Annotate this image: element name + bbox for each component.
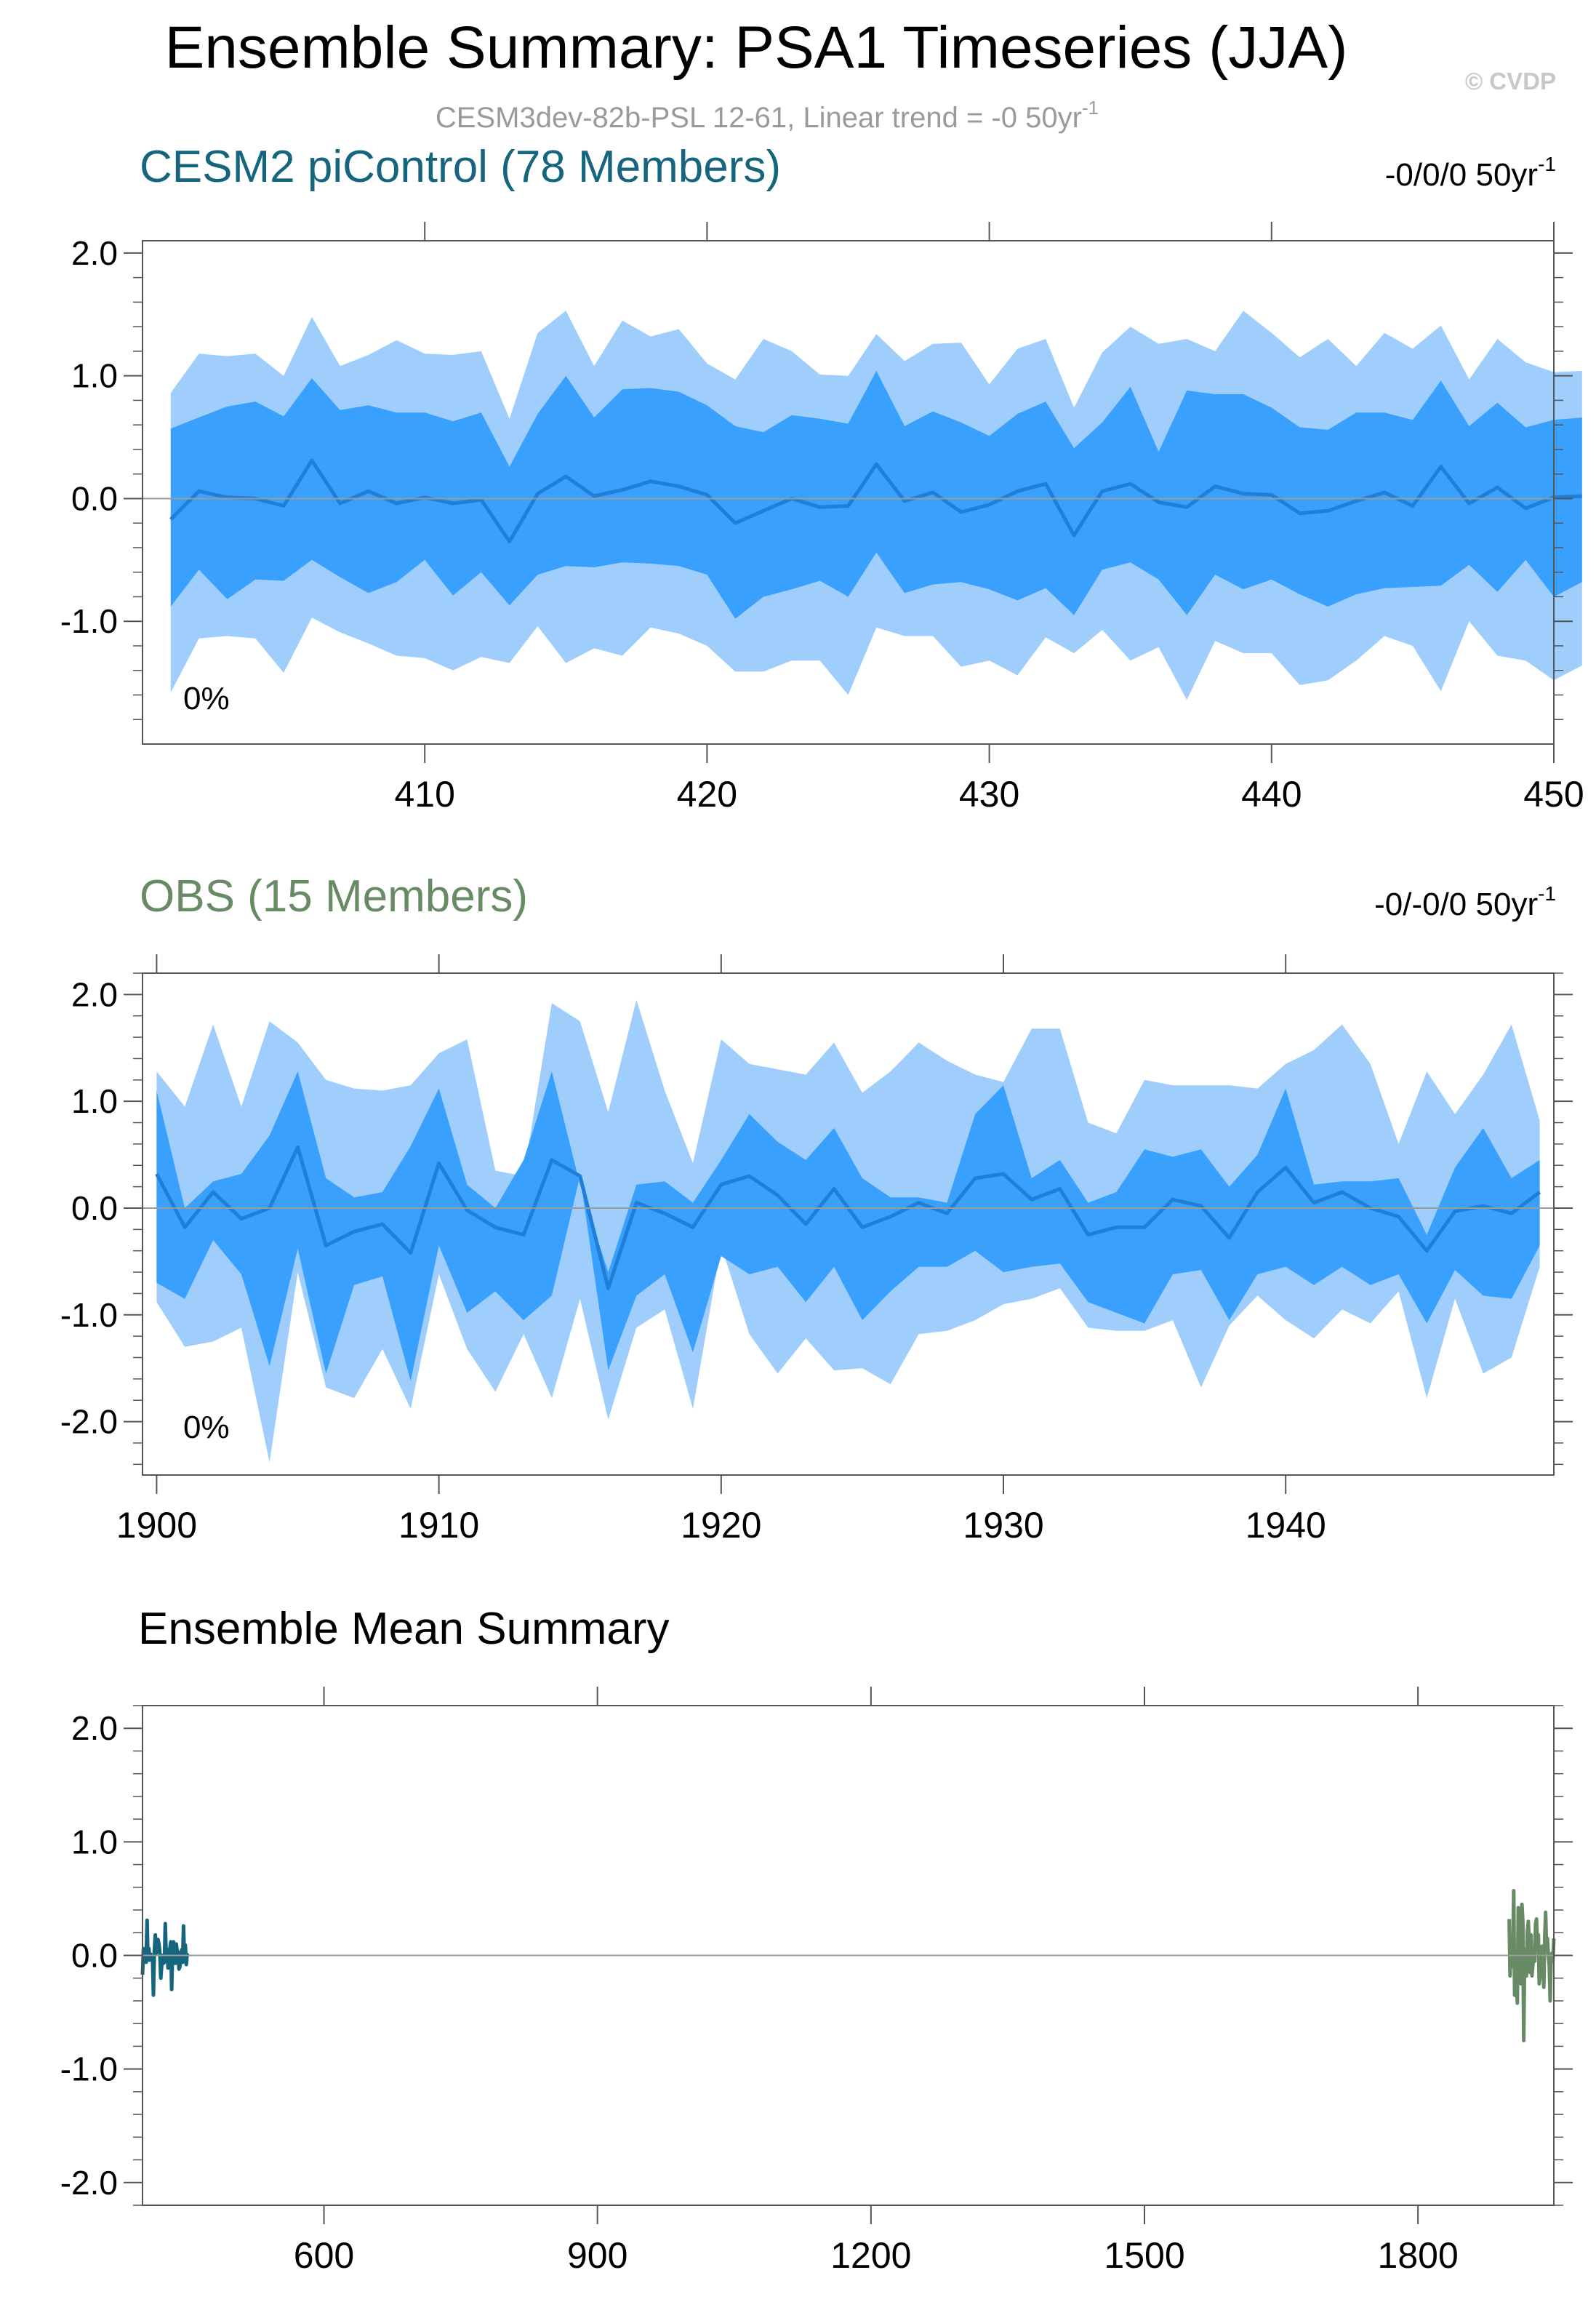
x-tick-label: 1200 [830, 2235, 911, 2276]
figure-subtitle: CESM3dev-82b-PSL 12-61, Linear trend = -… [436, 97, 1099, 134]
x-tick-label: 1920 [681, 1505, 761, 1546]
model-trend-superscript: -1 [1538, 153, 1556, 175]
x-tick-label: 410 [394, 774, 454, 815]
y-tick-label: 2.0 [71, 975, 118, 1013]
x-tick-label: 1910 [398, 1505, 479, 1546]
x-tick-label: 440 [1241, 774, 1302, 815]
y-tick-label: 1.0 [71, 1082, 118, 1120]
obs-percentile-bands [155, 999, 1541, 1463]
x-tick-label: 1500 [1104, 2235, 1184, 2276]
model-percentile-bands [169, 311, 1582, 700]
y-tick-label: 1.0 [71, 357, 118, 395]
subtitle-text: CESM3dev-82b-PSL 12-61, Linear trend = -… [436, 102, 1082, 134]
y-tick-label: -1.0 [60, 1296, 118, 1334]
model-trend-label: -0/0/0 50yr-1 [1385, 153, 1556, 193]
x-tick-label: 1940 [1246, 1505, 1326, 1546]
y-tick-label: -1.0 [60, 602, 118, 640]
series-obs [1507, 1889, 1556, 2043]
x-tick-label: 430 [959, 774, 1019, 815]
x-tick-label: 900 [567, 2235, 627, 2276]
model-axes: -1.0 0.0 1.0 2.0 410 420 430 440 450 [60, 222, 1584, 815]
plot-frame [142, 240, 1555, 745]
y-tick-label: -1.0 [60, 2050, 118, 2088]
obs-annotation: 0% [183, 1410, 230, 1445]
subtitle-superscript: -1 [1082, 97, 1099, 119]
obs-trend-label: -0/-0/0 50yr-1 [1374, 882, 1556, 922]
obs-panel-title: OBS (15 Members) [140, 871, 528, 922]
ensemble-mean-axes: -2.0 -1.0 0.0 1.0 2.0 600 900 1200 1500 1800 [60, 1687, 1573, 2276]
y-tick-label: 0.0 [71, 1937, 118, 1975]
plot-frame [142, 972, 1555, 1476]
ensemble-mean-line [169, 458, 1582, 543]
model-panel-title: CESM2 piControl (78 Members) [140, 142, 781, 192]
copyright-label: © CVDP [1465, 68, 1556, 95]
y-tick-label: 1.0 [71, 1823, 118, 1861]
figure-title: Ensemble Summary: PSA1 Timeseries (JJA) [165, 15, 1348, 81]
x-tick-label: 600 [294, 2235, 354, 2276]
obs-trend-superscript: -1 [1538, 882, 1556, 905]
x-tick-label: 1800 [1378, 2235, 1459, 2276]
model-trend-text: -0/0/0 50yr [1385, 157, 1538, 193]
panel-obs: -2.0 -1.0 0.0 1.0 2.0 1900 1910 1920 1930 1940 OB… [60, 871, 1573, 1546]
inner-band-16-84 [156, 1071, 1540, 1381]
obs-axes: -2.0 -1.0 0.0 1.0 2.0 1900 1910 1920 1930 1940 [60, 954, 1573, 1546]
y-tick-label: 0.0 [71, 1189, 118, 1227]
y-tick-label: -2.0 [60, 1403, 118, 1441]
ensemble-mean-title: Ensemble Mean Summary [138, 1604, 670, 1654]
model-annotation: 0% [183, 681, 230, 716]
y-tick-label: 0.0 [71, 479, 118, 517]
panel-model: -1.0 0.0 1.0 2.0 410 420 430 440 450 CESM2 piCon… [60, 142, 1584, 815]
x-tick-label: 420 [677, 774, 737, 815]
y-tick-label: 2.0 [71, 234, 118, 272]
x-tick-label: 450 [1523, 774, 1584, 815]
x-tick-label: 1900 [116, 1505, 197, 1546]
obs-trend-text: -0/-0/0 50yr [1374, 887, 1538, 922]
y-tick-label: -2.0 [60, 2164, 118, 2202]
y-tick-label: 2.0 [71, 1709, 118, 1747]
series-cesm2-picontrol [140, 1918, 190, 1997]
x-tick-label: 1930 [963, 1505, 1043, 1546]
inner-band-16-84 [170, 370, 1582, 619]
panel-ensemble-mean: -2.0 -1.0 0.0 1.0 2.0 600 900 1200 1500 1800 Ense… [60, 1604, 1573, 2276]
ensemble-mean-lines [140, 1889, 1556, 2043]
